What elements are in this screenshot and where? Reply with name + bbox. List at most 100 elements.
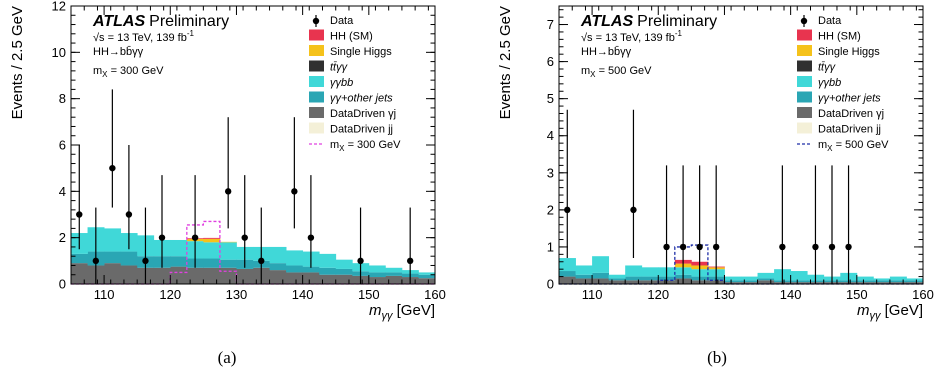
channel-label: HH→bb̄γγ [581,45,632,58]
bar-yy_other_jets [890,280,907,282]
bar-yy_other_jets [319,268,336,275]
bar-yy_other_jets [642,277,659,281]
data-point [142,258,148,264]
x-tick-label: 110 [582,287,603,302]
data-point [713,244,719,250]
x-axis-symbol: m [857,302,870,319]
bar-yybb [576,265,593,274]
y-tick-label: 12 [52,0,66,14]
x-tick-label: 120 [159,287,181,302]
legend-swatch-hh [797,30,812,41]
bar-yy_other_jets [609,278,626,280]
y-tick-label: 4 [547,128,554,143]
lumi-sup: -1 [187,29,195,38]
panel-caption: (b) [707,348,727,367]
data-point [407,258,413,264]
x-tick-label: 130 [714,287,736,302]
bar-yy_other_jets [71,254,88,263]
channel-label: HH→bb̄γγ [93,45,144,58]
legend-signal-symbol: m [330,139,339,151]
x-tick-label: 110 [94,287,115,302]
data-point [242,234,248,240]
bar-yy_other_jets [220,260,237,268]
x-tick-label: 150 [358,287,380,302]
legend-label-dd-jj: DataDriven jj [330,124,393,136]
data-point [159,234,165,240]
bar-yybb [758,273,775,279]
x-tick-label: 160 [912,287,934,302]
legend-signal-value: = 300 GeV [345,139,402,151]
legend-swatch-yybb [797,76,812,87]
data-point [93,258,99,264]
legend-swatch-dd-jj [309,123,324,134]
data-point [109,165,115,171]
y-tick-label: 4 [59,184,66,199]
data-point [126,211,132,217]
bar-dd_yj [121,265,138,284]
legend-swatch-dd-yj [309,107,324,118]
energy-text: √s = 13 TeV, 139 fb [93,32,187,44]
bar-yy_other_jets [418,275,435,278]
y-tick-label: 6 [59,138,66,153]
legend-swatch-yy-other-jets [797,92,812,103]
bar-yybb [890,277,907,281]
bar-dd_yj [203,268,220,284]
bar-yy_other_jets [286,265,303,272]
legend-label-data: Data [330,15,354,27]
x-tick-label: 160 [424,287,446,302]
data-point [76,211,82,217]
x-axis-unit: [GeV] [392,302,435,319]
bar-yy_other_jets [170,256,187,266]
bar-yy_other_jets [270,263,287,270]
bar-yybb [104,228,121,251]
legend: Data HH (SM) Single Higgs tt̄γγ γγbb γγ+… [797,15,889,153]
energy-lumi: √s = 13 TeV, 139 fb-1 [93,29,194,44]
data-point [779,244,785,250]
atlas-status: Preliminary [637,13,717,30]
y-tick-label: 8 [59,91,66,106]
data-point [680,244,686,250]
y-tick-label: 5 [547,91,554,106]
bar-yybb [791,271,808,280]
legend-label-dd-jj: DataDriven jj [818,124,881,136]
legend-label-single-higgs: Single Higgs [818,46,880,58]
bar-yy_other_jets [724,280,741,282]
bar-yy_other_jets [121,252,138,266]
bar-yy_other_jets [592,273,609,279]
x-tick-label: 130 [226,287,248,302]
mass-value: = 300 GeV [108,65,165,77]
y-tick-label: 10 [52,45,66,60]
bar-yybb [385,268,402,273]
data-point [225,188,231,194]
legend-swatch-ttyy [797,61,812,72]
bar-hh_sm [203,238,220,239]
y-tick-label: 3 [547,165,554,180]
bar-yy_other_jets [385,272,402,275]
legend-label-hh: HH (SM) [330,31,373,43]
bar-yybb [857,277,874,281]
legend-swatch-hh [309,30,324,41]
y-tick-label: 0 [547,277,554,292]
bar-dd_yj [576,278,593,284]
data-point [845,244,851,250]
legend-label-yybb: γγbb [818,77,841,89]
bar-yybb [336,260,353,269]
bar-yybb [724,277,741,281]
bar-dd_yj [592,278,609,284]
x-axis-unit: [GeV] [880,302,923,319]
y-tick-label: 2 [547,202,554,217]
bar-yybb [220,242,237,259]
legend-swatch-yybb [309,76,324,87]
bar-yybb [270,247,287,263]
bar-dd_yj [559,277,576,284]
bar-dd_yj [104,263,121,284]
legend-data-dot [313,18,319,24]
bar-yybb [642,267,659,276]
legend-swatch-single-higgs [309,45,324,56]
bar-yybb [319,254,336,268]
bar-dd_yj [286,272,303,284]
